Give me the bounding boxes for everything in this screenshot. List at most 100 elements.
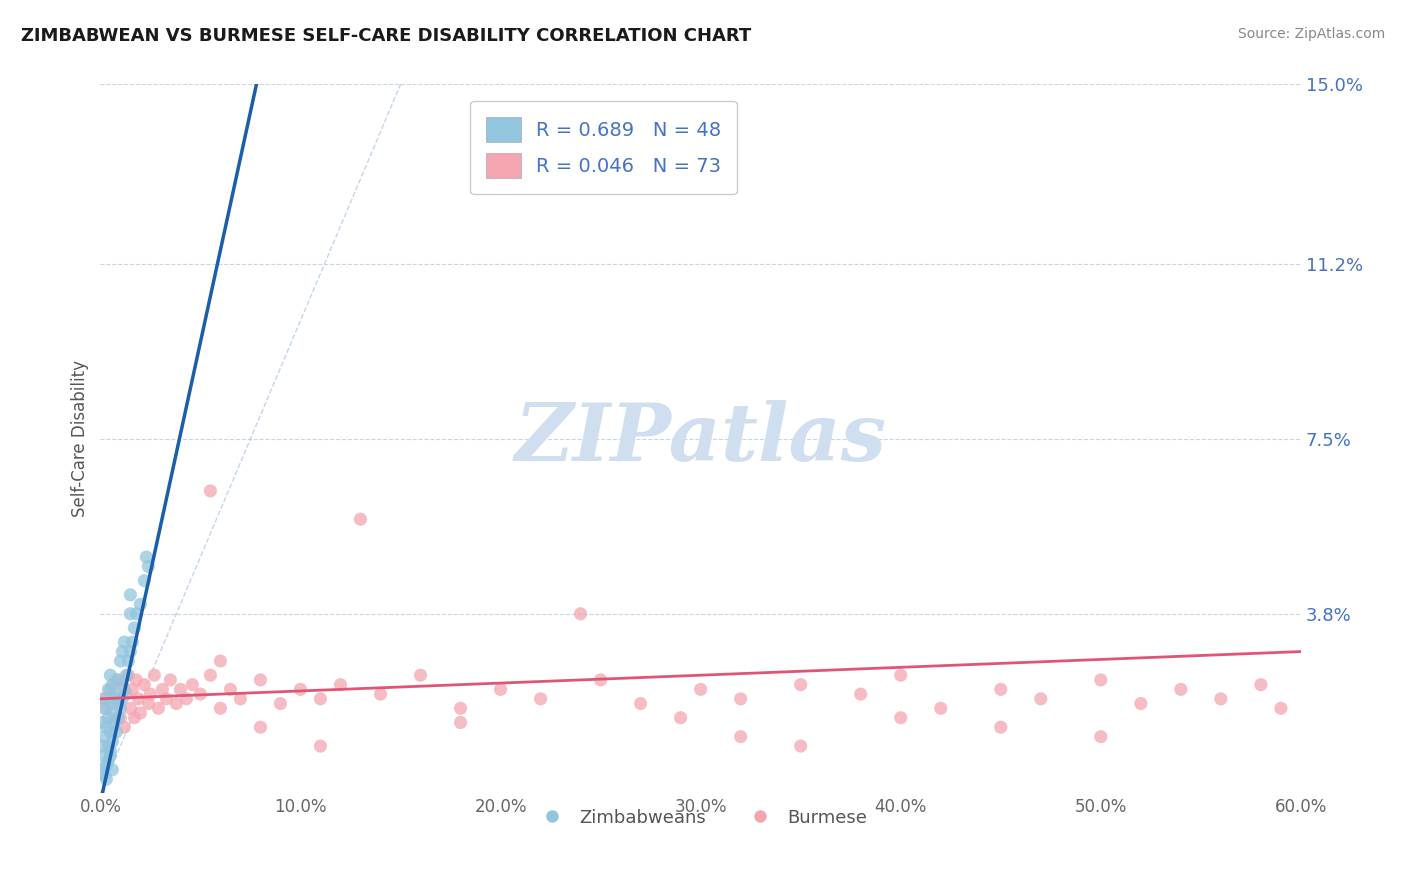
Point — [93, 730, 115, 744]
Point — [138, 697, 160, 711]
Point — [93, 748, 115, 763]
Point — [98, 697, 121, 711]
Point — [112, 720, 135, 734]
Point — [1270, 701, 1292, 715]
Point — [93, 767, 115, 781]
Point — [98, 668, 121, 682]
Point — [789, 678, 811, 692]
Point — [103, 715, 125, 730]
Point — [112, 635, 135, 649]
Point — [101, 734, 124, 748]
Point — [101, 763, 124, 777]
Point — [143, 668, 166, 682]
Point — [489, 682, 512, 697]
Point — [890, 711, 912, 725]
Point — [93, 701, 115, 715]
Point — [269, 697, 291, 711]
Point — [117, 668, 139, 682]
Point — [329, 678, 352, 692]
Point — [138, 559, 160, 574]
Point — [569, 607, 592, 621]
Point — [97, 753, 120, 767]
Point — [249, 720, 271, 734]
Point — [105, 673, 128, 687]
Point — [120, 588, 142, 602]
Point — [110, 701, 132, 715]
Point — [91, 739, 114, 753]
Point — [115, 687, 138, 701]
Point — [96, 701, 118, 715]
Point — [96, 691, 118, 706]
Point — [890, 668, 912, 682]
Point — [105, 725, 128, 739]
Point — [134, 574, 156, 588]
Point — [929, 701, 952, 715]
Point — [200, 483, 222, 498]
Point — [120, 701, 142, 715]
Point — [96, 772, 118, 787]
Point — [165, 697, 187, 711]
Text: ZIMBABWEAN VS BURMESE SELF-CARE DISABILITY CORRELATION CHART: ZIMBABWEAN VS BURMESE SELF-CARE DISABILI… — [21, 27, 751, 45]
Point — [111, 678, 134, 692]
Point — [669, 711, 692, 725]
Point — [150, 682, 173, 697]
Point — [219, 682, 242, 697]
Point — [107, 711, 129, 725]
Point — [120, 607, 142, 621]
Point — [990, 682, 1012, 697]
Point — [107, 673, 129, 687]
Point — [176, 691, 198, 706]
Point — [103, 715, 125, 730]
Point — [121, 635, 143, 649]
Point — [112, 682, 135, 697]
Point — [125, 607, 148, 621]
Point — [101, 706, 124, 720]
Point — [107, 697, 129, 711]
Point — [110, 711, 132, 725]
Point — [730, 691, 752, 706]
Point — [124, 621, 146, 635]
Point — [111, 644, 134, 658]
Point — [103, 687, 125, 701]
Point — [450, 715, 472, 730]
Point — [789, 739, 811, 753]
Point — [1090, 673, 1112, 687]
Point — [139, 687, 162, 701]
Point — [117, 654, 139, 668]
Text: ZIPatlas: ZIPatlas — [515, 401, 887, 477]
Point — [148, 701, 170, 715]
Point — [229, 691, 252, 706]
Y-axis label: Self-Care Disability: Self-Care Disability — [72, 360, 89, 517]
Point — [181, 678, 204, 692]
Point — [849, 687, 872, 701]
Point — [97, 711, 120, 725]
Point — [105, 691, 128, 706]
Point — [1209, 691, 1232, 706]
Point — [1090, 730, 1112, 744]
Point — [1129, 697, 1152, 711]
Point — [91, 715, 114, 730]
Point — [589, 673, 612, 687]
Point — [349, 512, 371, 526]
Point — [97, 682, 120, 697]
Point — [98, 744, 121, 758]
Point — [290, 682, 312, 697]
Point — [169, 682, 191, 697]
Point — [115, 668, 138, 682]
Point — [127, 691, 149, 706]
Legend: Zimbabweans, Burmese: Zimbabweans, Burmese — [527, 802, 875, 834]
Point — [125, 673, 148, 687]
Point — [97, 739, 120, 753]
Point — [121, 682, 143, 697]
Point — [98, 748, 121, 763]
Point — [630, 697, 652, 711]
Point — [120, 644, 142, 658]
Point — [209, 701, 232, 715]
Point — [129, 706, 152, 720]
Point — [209, 654, 232, 668]
Point — [110, 654, 132, 668]
Point — [689, 682, 711, 697]
Point — [190, 687, 212, 701]
Point — [111, 691, 134, 706]
Point — [200, 668, 222, 682]
